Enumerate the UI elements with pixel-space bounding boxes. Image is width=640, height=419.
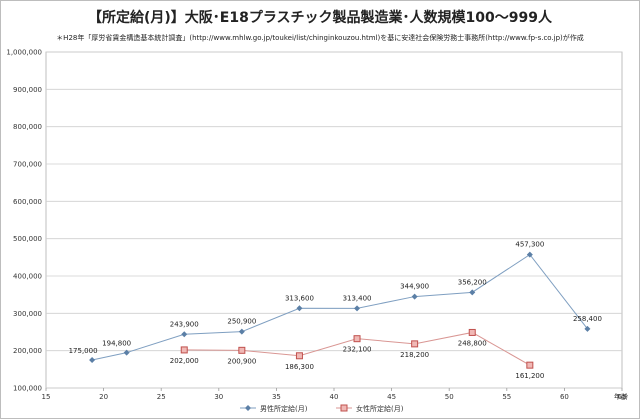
female-data-label: 200,900 bbox=[227, 357, 256, 365]
x-tick-label: 20 bbox=[99, 393, 108, 401]
x-tick-label: 15 bbox=[42, 393, 51, 401]
legend-male-marker bbox=[245, 405, 251, 411]
x-tick-label: 55 bbox=[502, 393, 511, 401]
x-tick-label: 40 bbox=[330, 393, 339, 401]
x-tick-label: 60 bbox=[560, 393, 569, 401]
y-tick-label: 700,000 bbox=[13, 161, 42, 169]
male-data-point bbox=[526, 251, 533, 258]
male-data-label: 258,400 bbox=[573, 315, 602, 323]
y-tick-label: 400,000 bbox=[13, 273, 42, 281]
x-tick-label: 25 bbox=[157, 393, 166, 401]
y-tick-label: 900,000 bbox=[13, 86, 42, 94]
female-data-point bbox=[468, 328, 476, 336]
y-tick-label: 300,000 bbox=[13, 310, 42, 318]
x-tick-label: 30 bbox=[214, 393, 223, 401]
male-data-label: 250,900 bbox=[227, 318, 256, 326]
female-data-label: 161,200 bbox=[515, 372, 544, 380]
male-data-point bbox=[354, 305, 361, 312]
male-data-label: 313,600 bbox=[285, 294, 314, 302]
x-tick-label: 65 bbox=[618, 393, 627, 401]
female-data-label: 202,000 bbox=[170, 357, 199, 365]
legend-female-marker bbox=[340, 404, 348, 412]
chart-title: 【所定給(月)】大阪･E18プラスチック製品製造業･人数規模100～999人 bbox=[87, 10, 552, 26]
male-data-label: 194,800 bbox=[102, 340, 131, 348]
female-data-label: 186,300 bbox=[285, 363, 314, 371]
male-data-point bbox=[89, 357, 96, 363]
male-data-point bbox=[411, 293, 418, 300]
male-data-label: 356,200 bbox=[458, 278, 487, 286]
male-data-label: 313,400 bbox=[343, 294, 372, 302]
male-data-point bbox=[296, 305, 303, 312]
x-tick-label: 35 bbox=[272, 393, 281, 401]
female-data-label: 218,200 bbox=[400, 351, 429, 359]
female-data-point bbox=[353, 335, 361, 343]
y-tick-label: 100,000 bbox=[13, 385, 42, 393]
male-data-label: 457,300 bbox=[515, 241, 544, 249]
male-data-point bbox=[469, 289, 476, 296]
female-data-label: 248,800 bbox=[458, 339, 487, 347]
male-data-point bbox=[123, 349, 130, 356]
male-data-label: 175,000 bbox=[69, 347, 98, 355]
male-data-label: 344,900 bbox=[400, 283, 429, 291]
male-data-point bbox=[238, 328, 245, 335]
female-data-point bbox=[238, 346, 246, 354]
female-data-label: 232,100 bbox=[343, 346, 372, 354]
male-data-point bbox=[584, 325, 591, 332]
x-tick-label: 50 bbox=[445, 393, 454, 401]
y-tick-label: 1,000,000 bbox=[6, 49, 42, 57]
male-data-point bbox=[181, 331, 188, 338]
female-data-point bbox=[411, 340, 419, 348]
x-tick-label: 45 bbox=[387, 393, 396, 401]
male-series-line bbox=[91, 253, 588, 361]
y-tick-label: 800,000 bbox=[13, 123, 42, 131]
female-data-point bbox=[180, 346, 188, 354]
male-data-label: 243,900 bbox=[170, 320, 199, 328]
y-tick-label: 500,000 bbox=[13, 235, 42, 243]
y-tick-label: 600,000 bbox=[13, 198, 42, 206]
chart-source-note: ＊H28年「厚労省賃金構造基本統計調査」(http://www.mhlw.go.… bbox=[56, 34, 584, 42]
legend-male-label: 男性所定給(月) bbox=[260, 404, 308, 413]
legend-female-label: 女性所定給(月) bbox=[356, 404, 404, 413]
female-data-point bbox=[295, 352, 303, 360]
y-tick-label: 200,000 bbox=[13, 347, 42, 355]
plot-area bbox=[45, 51, 623, 389]
x-axis-title: 年齢 bbox=[614, 392, 628, 401]
female-data-point bbox=[526, 361, 534, 369]
